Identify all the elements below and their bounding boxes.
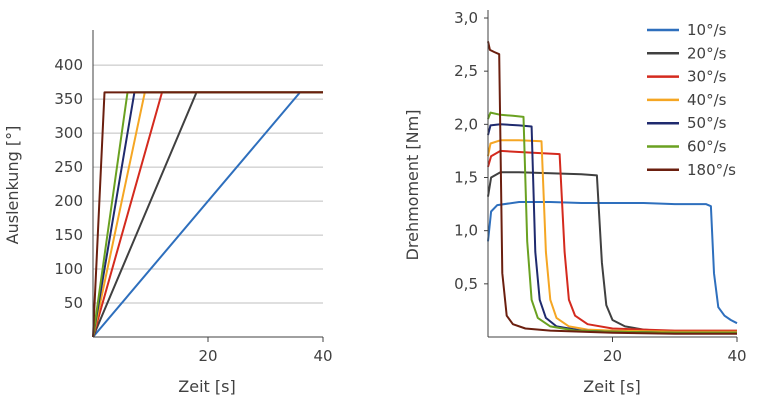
legend-label: 20°/s [687, 44, 727, 62]
y-tick-label: 50 [64, 294, 83, 312]
legend-label: 40°/s [687, 91, 727, 109]
x-tick-label: 20 [603, 347, 622, 365]
y-tick-label: 2,0 [454, 115, 478, 133]
y-tick-label: 350 [54, 90, 83, 108]
series-line-10s [487, 201, 738, 325]
legend-label: 60°/s [687, 138, 727, 156]
y-axis-label: Drehmoment [Nm] [403, 110, 422, 261]
x-tick-label: 20 [198, 347, 217, 365]
y-tick-label: 2,5 [454, 62, 478, 80]
y-tick-label: 1,5 [454, 169, 478, 187]
x-tick-label: 40 [727, 347, 746, 365]
y-tick-label: 200 [54, 192, 83, 210]
chart-torque: 0,51,01,52,02,53,0 20 40 10°/s20°/s30°/s4… [403, 9, 747, 396]
axes [92, 30, 324, 342]
x-tick-labels: 20 40 [603, 347, 747, 365]
legend-label: 180°/s [687, 161, 736, 179]
x-tick-label: 40 [313, 347, 332, 365]
y-tick-label: 150 [54, 226, 83, 244]
x-axis-label: Zeit [s] [178, 377, 235, 396]
x-axis-label: Zeit [s] [583, 377, 640, 396]
y-tick-label: 250 [54, 158, 83, 176]
legend-label: 50°/s [687, 114, 727, 132]
series-line-180s [487, 41, 737, 335]
legend: 10°/s 20°/s 30°/s 40°/s 50°/s 60°/s 180°/s [647, 21, 736, 179]
grid-lines [93, 64, 323, 304]
x-tick-labels: 20 40 [198, 347, 332, 365]
legend-label: 30°/s [687, 68, 727, 86]
y-tick-label: 3,0 [454, 9, 478, 27]
y-tick-label: 400 [54, 56, 83, 74]
y-tick-label: 300 [54, 124, 83, 142]
series-lines [92, 91, 323, 338]
y-tick-labels: 50 100 150 200 250 300 350 400 [54, 56, 83, 312]
series-line-7 [92, 91, 323, 338]
legend-label: 10°/s [687, 21, 727, 39]
y-tick-label: 1,0 [454, 222, 478, 240]
y-tick-label: 0,5 [454, 275, 478, 293]
series-lines [487, 41, 738, 335]
axes [484, 10, 738, 342]
y-tick-labels: 0,5 1,0 1,5 2,0 2,5 3,0 [454, 9, 478, 293]
y-axis-label: Auslenkung [°] [3, 126, 22, 245]
series-line-30s [487, 149, 737, 332]
y-tick-label: 100 [54, 260, 83, 278]
